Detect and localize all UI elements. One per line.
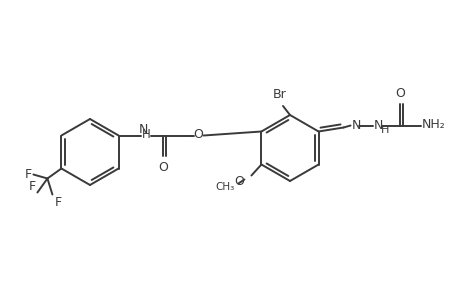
Text: O: O	[193, 128, 203, 141]
Text: CH₃: CH₃	[215, 182, 234, 191]
Text: F: F	[24, 168, 31, 181]
Text: O: O	[158, 160, 168, 173]
Text: N: N	[138, 123, 148, 136]
Text: H: H	[141, 128, 150, 141]
Text: O: O	[395, 86, 405, 100]
Text: NH₂: NH₂	[420, 118, 444, 131]
Text: N: N	[351, 119, 360, 132]
Text: Br: Br	[273, 88, 286, 101]
Text: H: H	[380, 124, 388, 134]
Text: F: F	[54, 196, 62, 208]
Text: N: N	[373, 119, 382, 132]
Text: F: F	[28, 179, 35, 193]
Text: O: O	[234, 175, 244, 188]
